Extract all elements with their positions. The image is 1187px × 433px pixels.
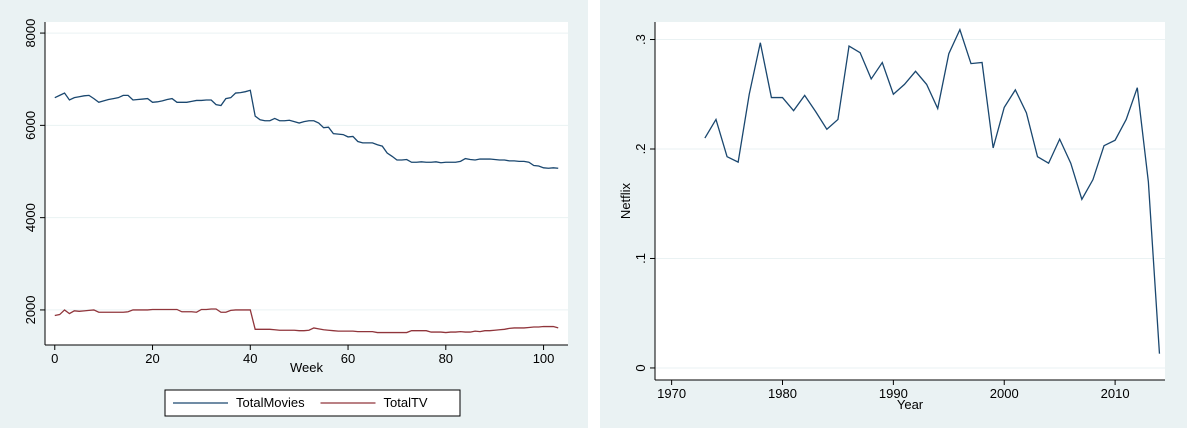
legend-label: TotalMovies [236,395,305,410]
y-tick-label: .2 [633,144,648,155]
data-line [54,308,559,334]
y-tick-label: 0 [633,364,648,371]
x-axis-title: Week [290,360,323,375]
data-line [704,27,1161,354]
y-tick-label: 6000 [23,111,38,140]
data-line [54,89,559,169]
x-tick-label: 60 [341,351,355,366]
plot-area [45,22,568,345]
x-tick-label: 1990 [879,386,908,401]
x-axis-title: Year [897,397,924,412]
x-tick-label: 1980 [768,386,797,401]
x-tick-label: 1970 [657,386,686,401]
x-tick-label: 40 [243,351,257,366]
y-axis-title: Netflix [618,182,633,219]
x-tick-label: 2000 [990,386,1019,401]
legend-label: TotalTV [384,395,428,410]
x-tick-label: 80 [439,351,453,366]
y-tick-label: 8000 [23,19,38,48]
plot-area [655,22,1165,380]
y-tick-label: 2000 [23,295,38,324]
x-tick-label: 0 [51,351,58,366]
y-tick-label: 4000 [23,203,38,232]
y-tick-label: .3 [633,34,648,45]
x-tick-label: 100 [533,351,555,366]
x-tick-label: 2010 [1101,386,1130,401]
y-tick-label: .1 [633,253,648,264]
x-tick-label: 20 [145,351,159,366]
